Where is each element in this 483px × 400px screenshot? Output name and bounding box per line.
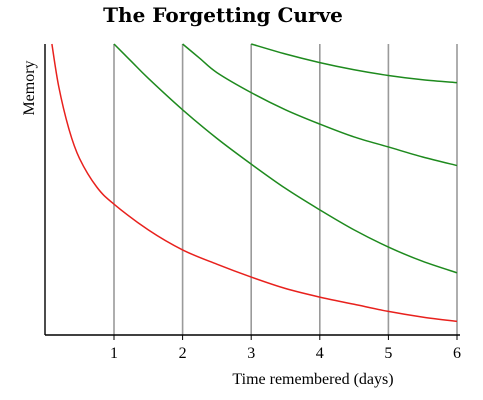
x-tick-label-2: 2 — [179, 345, 187, 362]
forgetting-curve-line — [51, 43, 458, 323]
x-tick-label-6: 6 — [453, 345, 461, 362]
grid-layer — [113, 44, 458, 335]
x-tick-label-1: 1 — [110, 345, 118, 362]
x-tick-label-5: 5 — [384, 345, 392, 362]
x-tick-label-4: 4 — [316, 345, 324, 362]
chart-title: The Forgetting Curve — [103, 3, 343, 27]
x-axis-label: Time remembered (days) — [232, 371, 393, 388]
x-tick-label-3: 3 — [247, 345, 255, 362]
review-curve-line-2 — [182, 43, 458, 167]
review-curve-line-1 — [113, 43, 458, 274]
tick-layer: 1 2 3 4 5 6 — [110, 335, 461, 362]
curve-layer — [51, 43, 458, 323]
review-curve-line-3 — [250, 43, 458, 84]
y-axis-label: Memory — [21, 60, 38, 115]
